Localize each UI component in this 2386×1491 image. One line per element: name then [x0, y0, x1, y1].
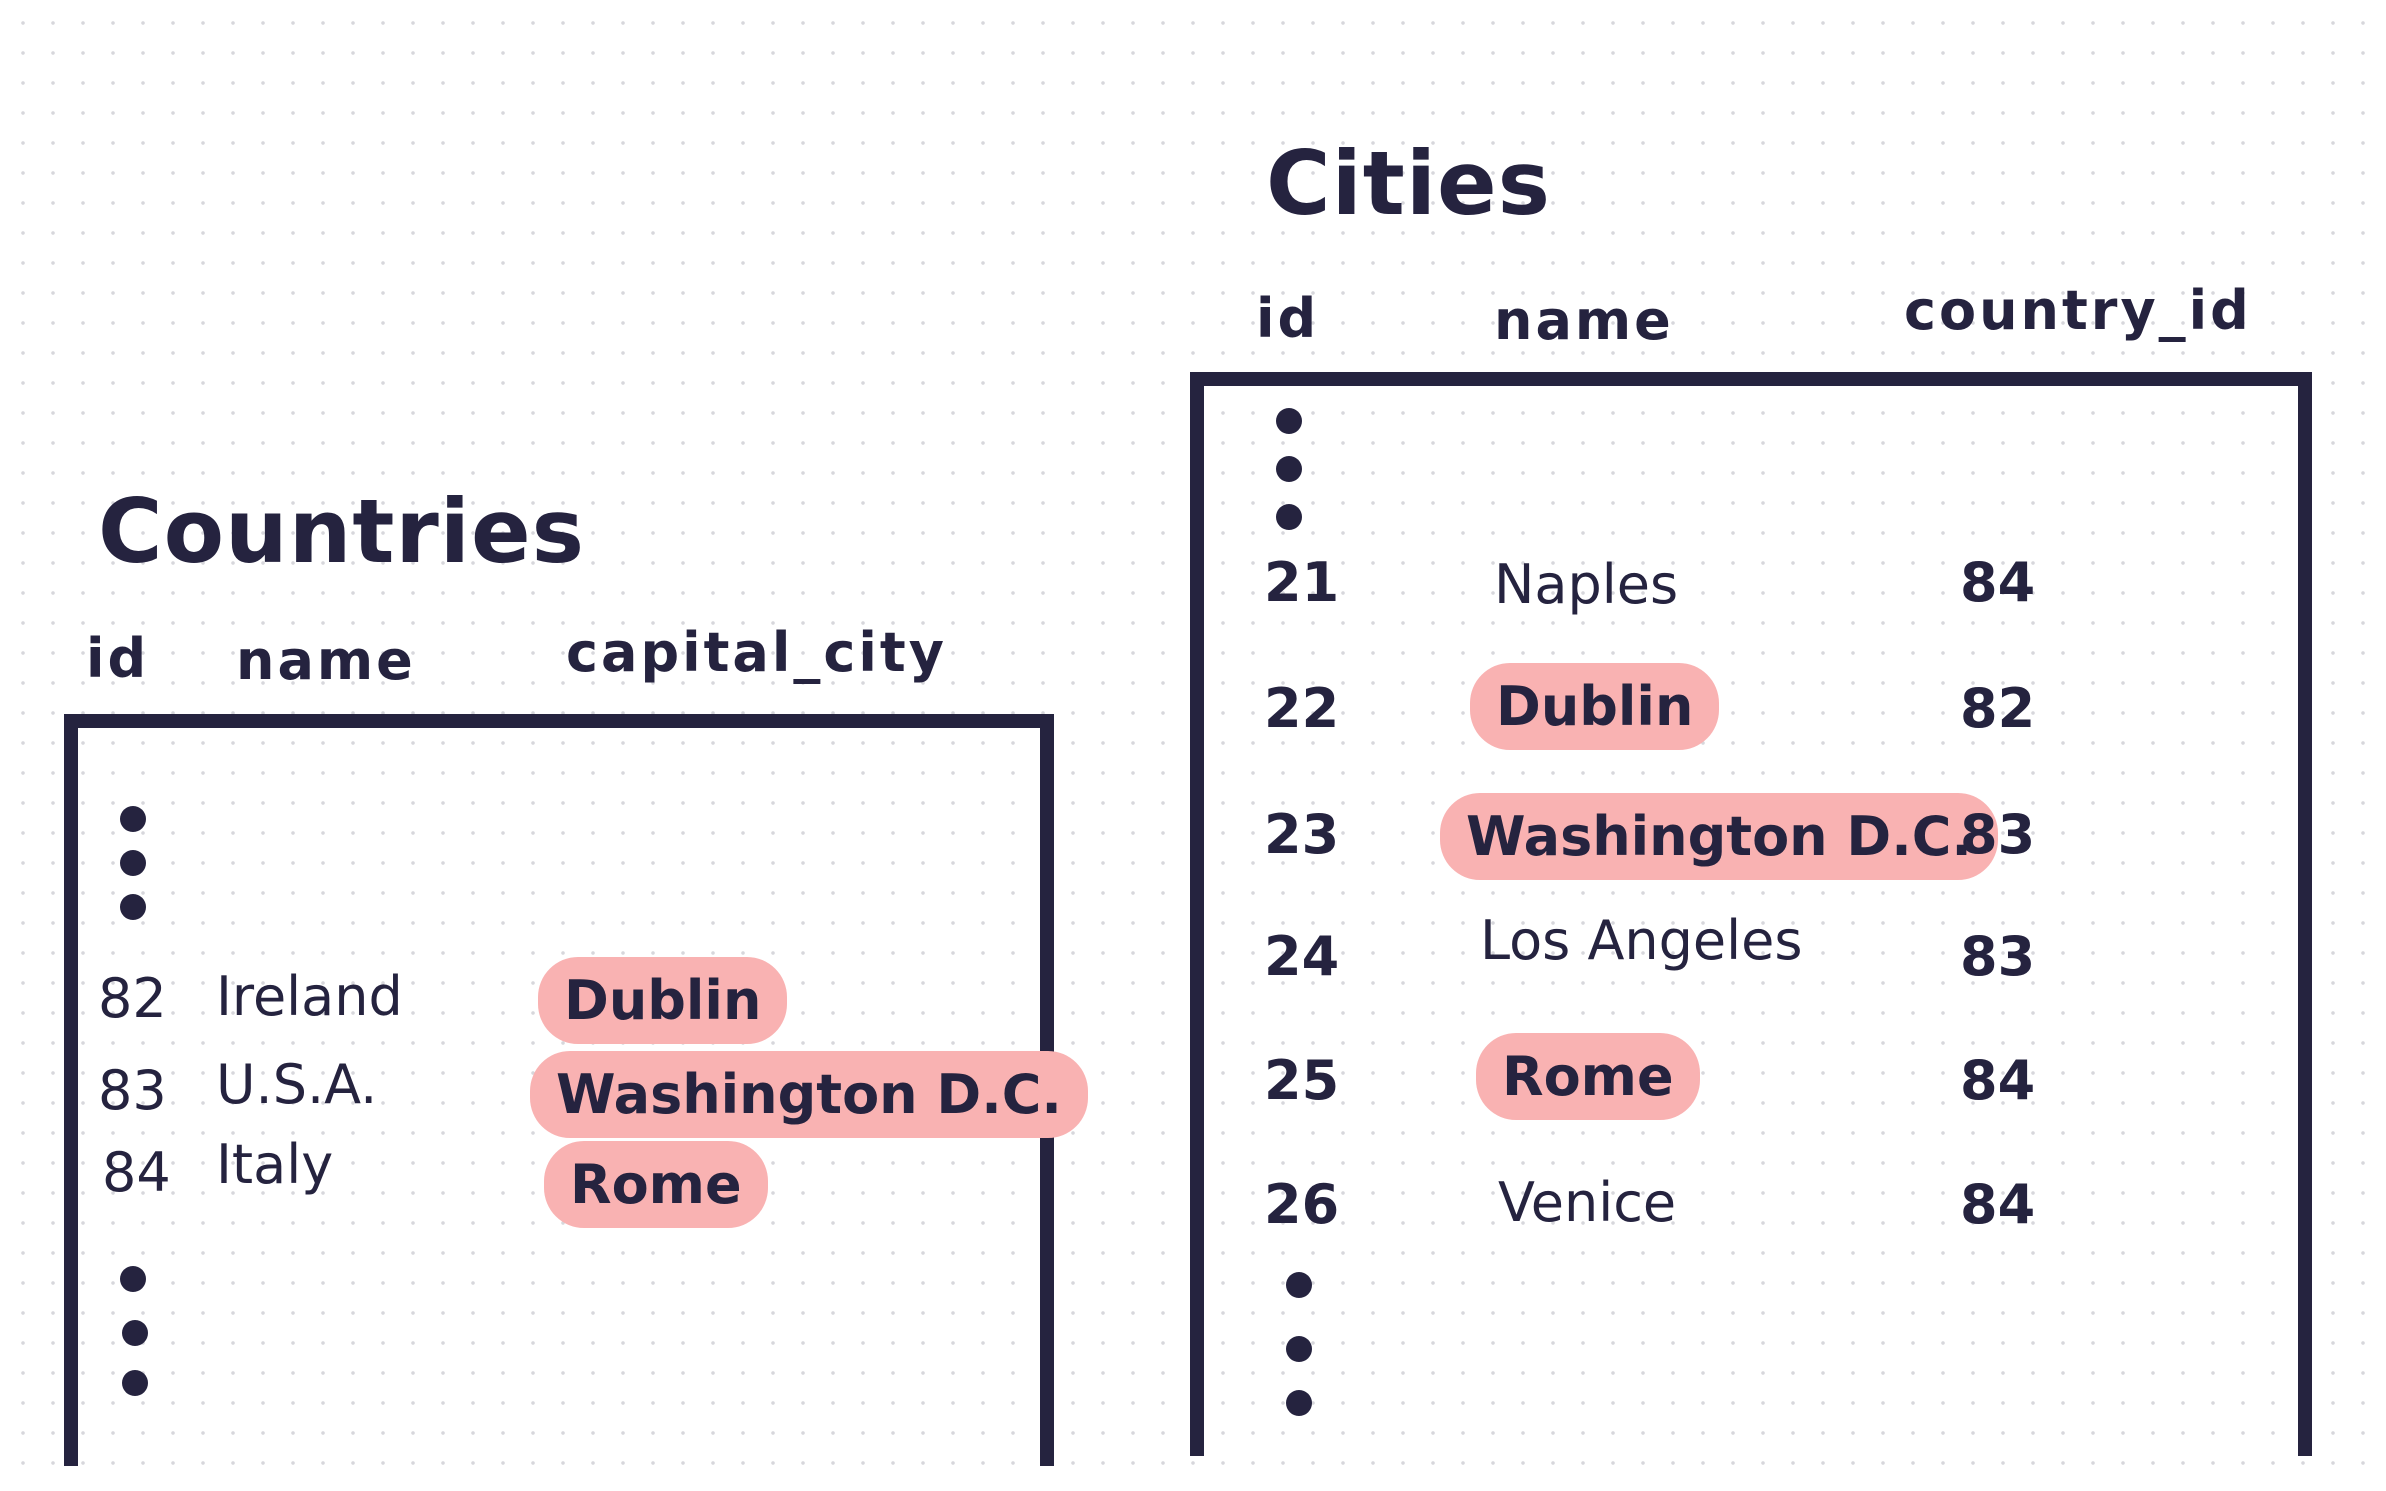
cities-row-country-id: 84	[1960, 551, 2036, 614]
countries-header-capital-city: capital_city	[566, 621, 947, 684]
cities-header-name: name	[1494, 289, 1674, 352]
countries-row-name: Ireland	[216, 965, 403, 1028]
city-name-highlight: Rome	[1476, 1033, 1700, 1120]
countries-row-capital-city: Washington D.C.	[530, 1051, 1088, 1138]
countries-row-name: Italy	[216, 1133, 334, 1196]
countries-row-id: 84	[102, 1141, 171, 1204]
cities-row-country-id: 83	[1960, 925, 2036, 988]
cities-row-id: 22	[1264, 677, 1340, 740]
countries-header-name: name	[236, 629, 416, 692]
countries-row-id: 82	[98, 967, 167, 1030]
cities-row-country-id: 84	[1960, 1049, 2036, 1112]
cities-row-country-id: 82	[1960, 677, 2036, 740]
cities-ellipsis-top-dot	[1276, 504, 1302, 530]
cities-row-id: 23	[1264, 803, 1340, 866]
countries-row-name: U.S.A.	[216, 1053, 378, 1116]
countries-header-id: id	[86, 627, 150, 690]
countries-ellipsis-top-dot	[120, 850, 146, 876]
countries-ellipsis-top-dot	[120, 806, 146, 832]
cities-row-id: 24	[1264, 925, 1340, 988]
cities-header-country-id: country_id	[1904, 279, 2252, 342]
cities-row-name: Los Angeles	[1480, 909, 1803, 972]
cities-row-id: 21	[1264, 551, 1340, 614]
cities-row-country-id: 84	[1960, 1173, 2036, 1236]
countries-ellipsis-bottom-dot	[122, 1370, 148, 1396]
countries-row-id: 83	[98, 1059, 167, 1122]
countries-row-capital-city: Rome	[544, 1141, 768, 1228]
countries-ellipsis-bottom-dot	[122, 1320, 148, 1346]
cities-ellipsis-top-dot	[1276, 456, 1302, 482]
countries-ellipsis-bottom-dot	[120, 1266, 146, 1292]
countries-title: Countries	[98, 480, 586, 583]
cities-row-name: Washington D.C.	[1440, 793, 1998, 880]
capital-city-highlight: Dublin	[538, 957, 788, 1044]
countries-table-frame	[64, 714, 1054, 1466]
cities-row-id: 26	[1264, 1173, 1340, 1236]
cities-row-country-id: 83	[1960, 803, 2036, 866]
cities-row-id: 25	[1264, 1049, 1340, 1112]
capital-city-highlight: Washington D.C.	[530, 1051, 1088, 1138]
capital-city-highlight: Rome	[544, 1141, 768, 1228]
cities-header-id: id	[1256, 287, 1320, 350]
cities-row-name: Dublin	[1470, 663, 1720, 750]
cities-ellipsis-bottom-dot	[1286, 1272, 1312, 1298]
cities-table-frame	[1190, 372, 2312, 1456]
cities-row-name: Rome	[1476, 1033, 1700, 1120]
countries-row-capital-city: Dublin	[538, 957, 788, 1044]
cities-row-name: Venice	[1498, 1171, 1677, 1234]
cities-ellipsis-bottom-dot	[1286, 1390, 1312, 1416]
cities-ellipsis-top-dot	[1276, 408, 1302, 434]
cities-ellipsis-bottom-dot	[1286, 1336, 1312, 1362]
city-name-highlight: Washington D.C.	[1440, 793, 1998, 880]
countries-ellipsis-top-dot	[120, 894, 146, 920]
cities-title: Cities	[1266, 132, 1552, 235]
city-name-highlight: Dublin	[1470, 663, 1720, 750]
cities-row-name: Naples	[1494, 553, 1679, 616]
